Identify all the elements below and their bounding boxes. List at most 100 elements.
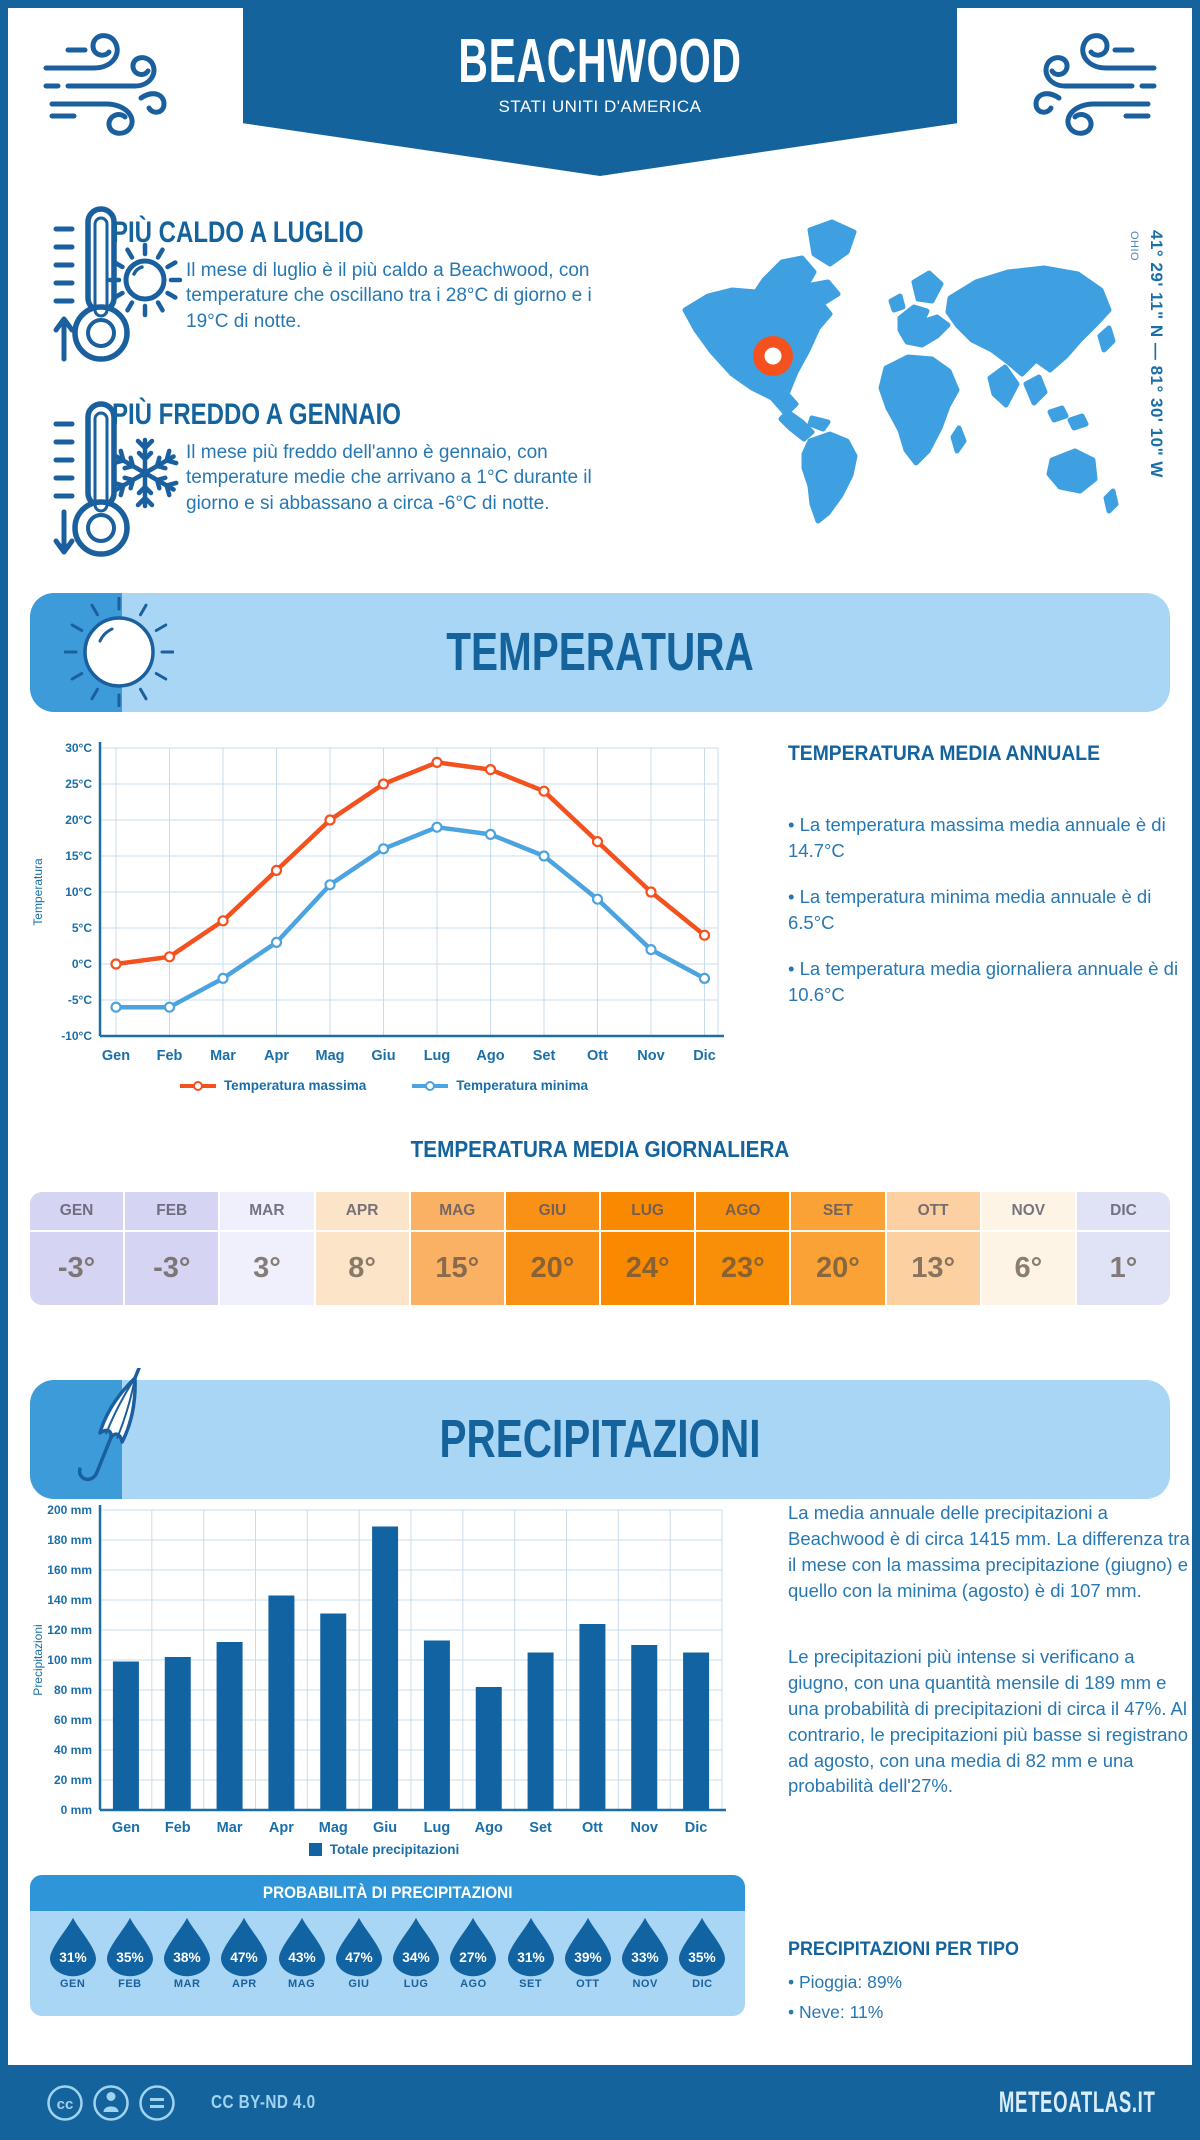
precipitation-type-title: PRECIPITAZIONI PER TIPO xyxy=(788,1938,1019,1960)
precipitation-paragraph-1: La media annuale delle precipitazioni a … xyxy=(788,1502,1190,1601)
svg-text:Ago: Ago xyxy=(475,1820,503,1836)
drop-month-label: FEB xyxy=(118,1978,142,1990)
drop-month-label: APR xyxy=(232,1978,257,1990)
table-temperature-value: -3° xyxy=(57,1252,96,1284)
sun-banner-icon xyxy=(64,597,174,707)
svg-text:Set: Set xyxy=(529,1820,552,1836)
cc-license-icons[interactable]: cc xyxy=(45,2083,195,2123)
svg-text:Lug: Lug xyxy=(424,1048,451,1064)
table-month-label: MAG xyxy=(410,1192,504,1232)
table-cell-GIU: GIU 20° xyxy=(505,1192,602,1305)
brand-label[interactable]: METEOATLAS.IT xyxy=(998,2085,1155,2119)
drop-month-label: NOV xyxy=(632,1978,658,1990)
table-cell-AGO: AGO 23° xyxy=(696,1192,792,1305)
table-temperature-value: -3° xyxy=(153,1252,191,1284)
cold-section-text: Il mese più freddo dell'anno è gennaio, … xyxy=(186,442,592,514)
annual-bullet-max: • La temperatura massima media annuale è… xyxy=(788,814,1166,861)
coordinates-label: 41° 29' 11" N — 81° 30' 10" W xyxy=(1147,230,1166,478)
thermometer-warm-icon xyxy=(53,206,130,362)
daily-temperature-table: GEN -3° FEB -3° MAR 3° APR 8° MAG 15° GIU 20° LUG 24°… xyxy=(30,1192,1170,1305)
svg-text:10°C: 10°C xyxy=(65,885,92,899)
water-drop-icon: 38% xyxy=(164,1917,211,1977)
precipitation-bar-chart: 200 mm 180 mm 160 mm 140 mm 120 mm 100 mm 80 m… xyxy=(28,1500,740,1845)
warm-section-title: PIÙ CALDO A LUGLIO xyxy=(112,216,364,249)
svg-text:35%: 35% xyxy=(116,1950,143,1965)
warm-section-text: Il mese di luglio è il più caldo a Beach… xyxy=(186,260,592,332)
bar-Set xyxy=(527,1652,554,1810)
table-temperature-value: 20° xyxy=(530,1252,575,1284)
bar-Apr xyxy=(268,1595,295,1810)
legend-label: Temperatura minima xyxy=(456,1078,589,1093)
svg-text:Ago: Ago xyxy=(476,1048,504,1064)
wind-icon xyxy=(43,33,167,136)
table-month-label: AGO xyxy=(696,1192,790,1232)
svg-text:Apr: Apr xyxy=(269,1820,294,1836)
table-temperature-value: 20° xyxy=(816,1252,860,1284)
svg-text:31%: 31% xyxy=(517,1950,544,1965)
header-banner: BEACHWOOD STATI UNITI D'AMERICA xyxy=(243,0,957,176)
table-cell-DIC: DIC 1° xyxy=(1076,1192,1170,1305)
svg-text:30°C: 30°C xyxy=(65,741,92,755)
svg-text:34%: 34% xyxy=(402,1950,429,1965)
bar-Gen xyxy=(112,1661,139,1810)
svg-text:-5°C: -5°C xyxy=(68,993,92,1007)
drop-APR: 47% APR xyxy=(216,1917,273,1990)
line-chart-svg: 30°C 25°C 20°C 15°C 10°C 5°C 0°C -5°C -10°C Gen Fe… xyxy=(31,741,724,1064)
region-label: OHIO xyxy=(1128,231,1140,262)
svg-text:Lug: Lug xyxy=(424,1820,451,1836)
water-drop-icon: 43% xyxy=(278,1917,325,1977)
bar-Feb xyxy=(164,1657,191,1810)
precipitation-chart-legend: Totale precipitazioni xyxy=(28,1842,740,1857)
drop-month-label: OTT xyxy=(576,1978,600,1990)
precipitation-probability-box: PROBABILITÀ DI PRECIPITAZIONI 31% GEN 35% F… xyxy=(30,1875,745,2016)
annual-bullet-min: • La temperatura minima media annuale è … xyxy=(788,886,1152,933)
water-drop-icon: 27% xyxy=(450,1917,497,1977)
precipitation-band-title: PRECIPITAZIONI xyxy=(439,1409,761,1469)
drop-month-label: AGO xyxy=(460,1978,487,1990)
svg-text:20 mm: 20 mm xyxy=(54,1773,92,1787)
bar-Mag xyxy=(320,1613,347,1810)
temperature-band: TEMPERATURA xyxy=(30,593,1170,712)
drop-NOV: 33% NOV xyxy=(617,1917,674,1990)
water-drop-icon: 47% xyxy=(335,1917,382,1977)
svg-text:-10°C: -10°C xyxy=(61,1029,92,1043)
svg-text:25°C: 25°C xyxy=(65,777,92,791)
svg-text:80 mm: 80 mm xyxy=(54,1683,92,1697)
svg-text:31%: 31% xyxy=(59,1950,86,1965)
table-month-label: GIU xyxy=(505,1192,600,1232)
table-cell-LUG: LUG 24° xyxy=(601,1192,697,1305)
temperature-band-title: TEMPERATURA xyxy=(446,622,754,682)
drop-month-label: GIU xyxy=(348,1978,370,1990)
svg-text:180 mm: 180 mm xyxy=(47,1533,92,1547)
legend-item: Totale precipitazioni xyxy=(308,1842,459,1857)
svg-text:33%: 33% xyxy=(631,1950,658,1965)
svg-text:Mag: Mag xyxy=(316,1048,345,1064)
bar-Mar xyxy=(216,1642,243,1810)
page-subtitle: STATI UNITI D'AMERICA xyxy=(498,97,702,116)
svg-text:Dic: Dic xyxy=(693,1048,716,1064)
annual-temperature-title: TEMPERATURA MEDIA ANNUALE xyxy=(788,742,1100,765)
legend-item: Temperatura massima xyxy=(179,1078,367,1093)
drop-month-label: GEN xyxy=(59,1978,86,1990)
license-label[interactable]: CC BY-ND 4.0 xyxy=(211,2092,316,2112)
table-month-label: FEB xyxy=(125,1192,219,1232)
bar-Lug xyxy=(423,1640,450,1810)
precipitation-paragraph-2: Le precipitazioni più intense si verific… xyxy=(788,1646,1189,1797)
temperature-line-chart: 30°C 25°C 20°C 15°C 10°C 5°C 0°C -5°C -10°C Gen Fe… xyxy=(28,736,740,1077)
table-cell-APR: APR 8° xyxy=(315,1192,411,1305)
table-month-label: MAR xyxy=(220,1192,314,1232)
rain-share: • Pioggia: 89% xyxy=(788,1972,903,1992)
drop-MAR: 38% MAR xyxy=(159,1917,216,1990)
svg-text:Apr: Apr xyxy=(264,1048,289,1064)
table-cell-SET: SET 20° xyxy=(791,1192,887,1305)
daily-table-title: TEMPERATURA MEDIA GIORNALIERA xyxy=(410,1136,790,1162)
legend-label: Temperatura massima xyxy=(223,1078,367,1093)
table-month-label: APR xyxy=(315,1192,409,1232)
svg-text:Ott: Ott xyxy=(587,1048,608,1064)
svg-text:100 mm: 100 mm xyxy=(47,1653,92,1667)
temperature-chart-legend: Temperatura massima Temperatura minima xyxy=(28,1078,740,1093)
table-month-label: DIC xyxy=(1076,1192,1170,1232)
drop-FEB: 35% FEB xyxy=(101,1917,158,1990)
world-map xyxy=(682,219,1119,524)
